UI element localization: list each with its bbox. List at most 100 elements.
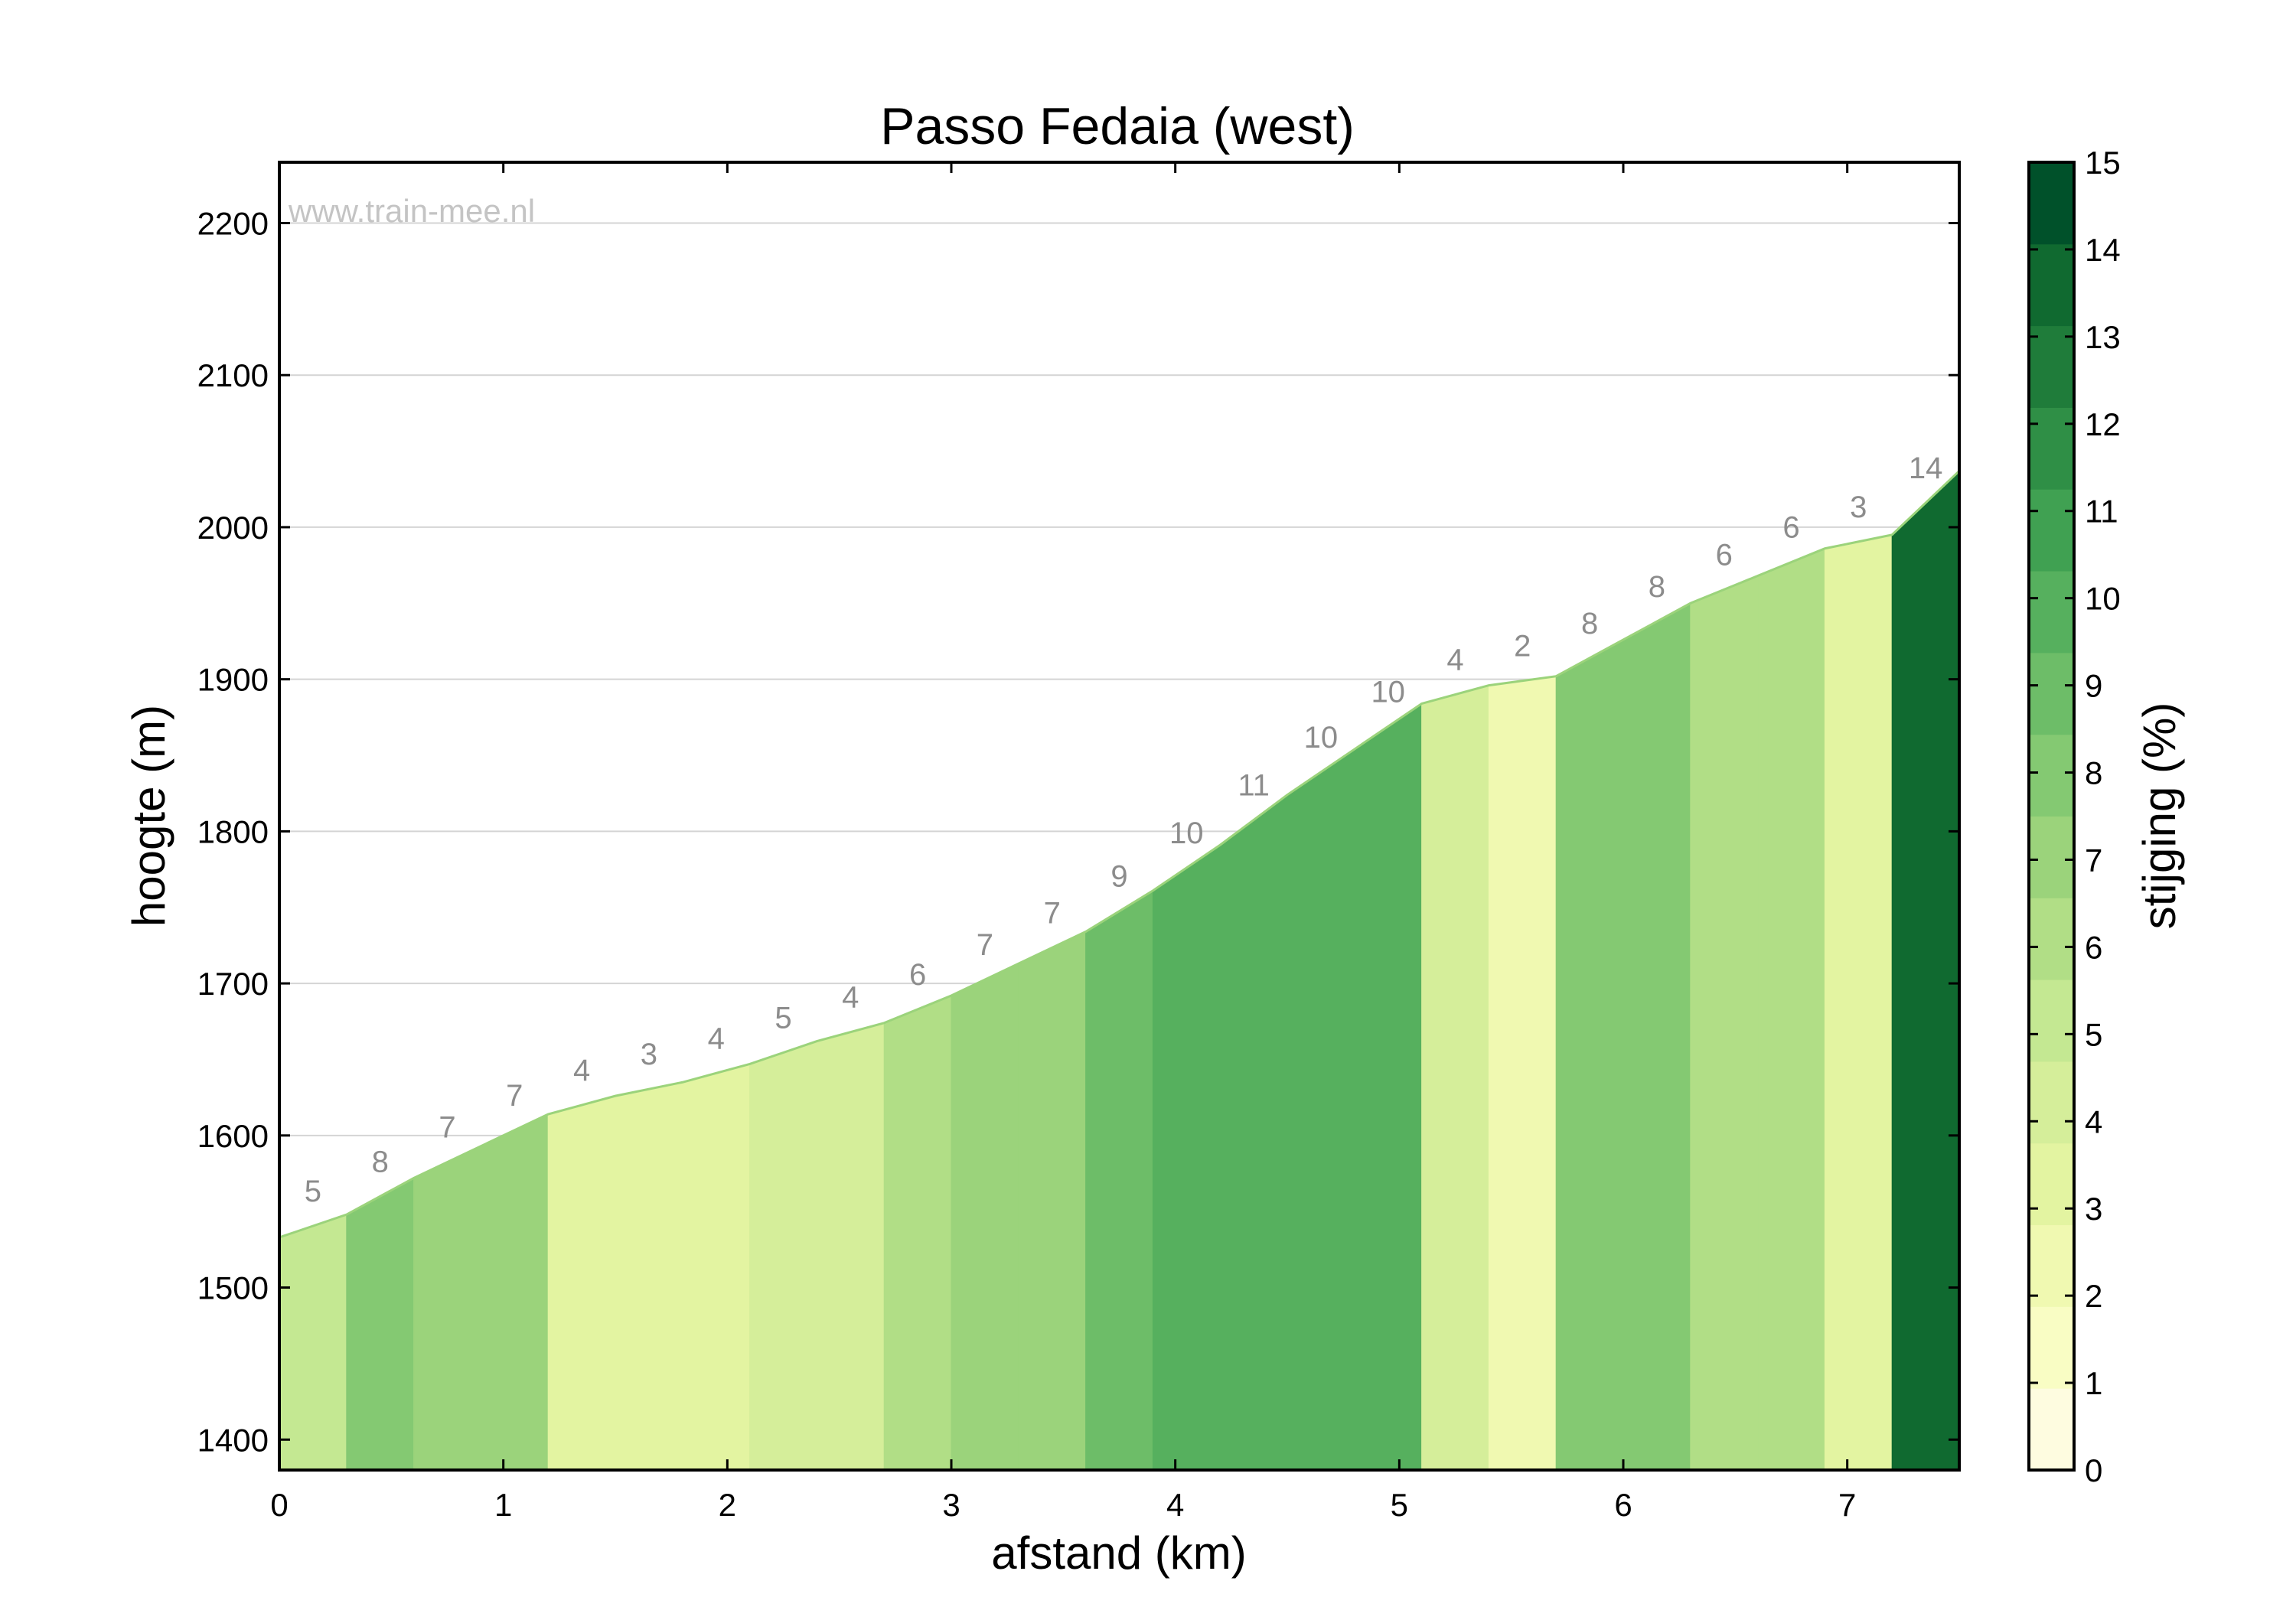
colorbar-band-15	[2029, 162, 2074, 245]
segment-0	[279, 1214, 347, 1471]
colorbar-tick-label-13: 13	[2085, 319, 2121, 355]
grade-label-7: 5	[775, 1002, 791, 1035]
grade-label-21: 6	[1716, 538, 1733, 572]
colorbar-tick-label-15: 15	[2085, 145, 2121, 181]
colorbar-band-14	[2029, 243, 2074, 327]
grade-label-11: 7	[1044, 896, 1061, 930]
grade-label-0: 5	[305, 1175, 321, 1208]
colorbar-band-10	[2029, 571, 2074, 654]
segment-4	[749, 1022, 885, 1471]
grade-label-1: 8	[372, 1145, 389, 1178]
colorbar-tick-label-0: 0	[2085, 1452, 2102, 1488]
colorbar-tick-label-11: 11	[2085, 494, 2118, 530]
grade-label-15: 10	[1304, 721, 1339, 755]
grade-label-5: 3	[641, 1038, 657, 1071]
colorbar-tick-label-5: 5	[2085, 1016, 2102, 1052]
segment-5	[883, 995, 952, 1471]
segment-1	[346, 1177, 415, 1471]
segment-3	[547, 1063, 751, 1471]
chart-title: Passo Fedaia (west)	[880, 97, 1355, 155]
colorbar-band-9	[2029, 652, 2074, 735]
y-tick-label-1400: 1400	[197, 1422, 269, 1458]
segment-12	[1555, 602, 1691, 1471]
grade-label-12: 9	[1110, 860, 1127, 894]
x-tick-label-3: 3	[942, 1487, 960, 1523]
colorbar-band-7	[2029, 816, 2074, 898]
x-axis: 0 1 2 3 4 5 6 7	[270, 162, 1856, 1523]
x-tick-label-6: 6	[1614, 1487, 1632, 1523]
segment-10	[1421, 684, 1489, 1471]
grade-label-13: 10	[1169, 817, 1204, 850]
y-tick-label-1500: 1500	[197, 1270, 269, 1306]
grade-label-6: 4	[708, 1022, 725, 1055]
colorbar-tick-label-6: 6	[2085, 929, 2102, 965]
colorbar-band-11	[2029, 489, 2074, 572]
colorbar-frame	[2027, 161, 2076, 1472]
grade-label-10: 7	[977, 928, 993, 962]
grade-label-19: 8	[1581, 607, 1598, 641]
elevation-area	[279, 470, 1960, 1471]
y-tick-label-1700: 1700	[197, 966, 269, 1002]
colorbar-label: stijging (%)	[2134, 702, 2185, 930]
segment-11	[1488, 676, 1557, 1471]
y-axis-label: hoogte (m)	[123, 705, 174, 927]
segment-15	[1824, 534, 1893, 1471]
colorbar-tick-label-8: 8	[2085, 755, 2102, 791]
colorbar-band-3	[2029, 1143, 2074, 1226]
y-tick-label-2200: 2200	[197, 205, 269, 241]
segment-14	[1757, 548, 1825, 1471]
grade-label-17: 4	[1446, 644, 1463, 677]
colorbar-band-13	[2029, 325, 2074, 408]
grade-label-24: 14	[1909, 451, 1943, 485]
colorbar-tick-label-9: 9	[2085, 668, 2102, 704]
colorbar-tick-label-3: 3	[2085, 1191, 2102, 1227]
segment-6	[951, 963, 1019, 1471]
y-tick-label-2000: 2000	[197, 510, 269, 546]
colorbar-band-6	[2029, 898, 2074, 980]
y-tick-label-1900: 1900	[197, 662, 269, 698]
colorbar-band-12	[2029, 407, 2074, 490]
colorbar-band-0	[2029, 1388, 2074, 1471]
segment-7	[1018, 931, 1087, 1471]
grade-label-16: 10	[1371, 675, 1405, 709]
grade-label-20: 8	[1649, 570, 1665, 604]
colorbar-band-2	[2029, 1224, 2074, 1307]
colorbar-tick-label-4: 4	[2085, 1103, 2102, 1139]
colorbar-tick-label-2: 2	[2085, 1278, 2102, 1314]
colorbar-tick-label-10: 10	[2085, 581, 2121, 617]
grade-label-23: 3	[1850, 491, 1867, 524]
grade-labels: 5 8 7 7 4 3 4 5 4 6 7 7 9 10 11 10 10 4 2 8 8 6 6 3 14	[305, 451, 1943, 1208]
grade-label-14: 11	[1238, 768, 1270, 802]
plot-frame	[278, 161, 1961, 1472]
x-tick-label-2: 2	[719, 1487, 736, 1523]
y-axis: 1400 1500 1600 1700 1800 1900 2000 2100 2200	[197, 205, 1959, 1458]
colorbar-band-8	[2029, 734, 2074, 817]
segment-16	[1891, 470, 1960, 1471]
segment-8	[1085, 889, 1153, 1471]
segment-13	[1690, 575, 1759, 1471]
watermark-text: www.train-mee.nl	[288, 193, 535, 229]
colorbar-tick-label-12: 12	[2085, 406, 2121, 442]
y-tick-label-1800: 1800	[197, 813, 269, 849]
colorbar-band-5	[2029, 980, 2074, 1062]
x-tick-label-0: 0	[270, 1487, 288, 1523]
grade-label-8: 4	[842, 981, 859, 1015]
colorbar-band-4	[2029, 1061, 2074, 1144]
colorbar-tick-label-7: 7	[2085, 842, 2102, 878]
y-tick-label-1600: 1600	[197, 1118, 269, 1154]
grade-label-22: 6	[1782, 511, 1799, 545]
grade-label-9: 6	[909, 958, 926, 992]
x-tick-label-1: 1	[494, 1487, 512, 1523]
profile-line	[279, 470, 1961, 1239]
x-tick-label-4: 4	[1166, 1487, 1184, 1523]
grade-label-4: 4	[573, 1054, 590, 1087]
colorbar-tick-label-1: 1	[2085, 1365, 2102, 1401]
colorbar-tick-label-14: 14	[2085, 232, 2121, 268]
colorbar-band-1	[2029, 1306, 2074, 1389]
grade-label-18: 2	[1514, 630, 1531, 663]
grade-label-2: 7	[439, 1111, 455, 1145]
x-axis-label: afstand (km)	[991, 1527, 1246, 1579]
x-tick-label-5: 5	[1391, 1487, 1408, 1523]
